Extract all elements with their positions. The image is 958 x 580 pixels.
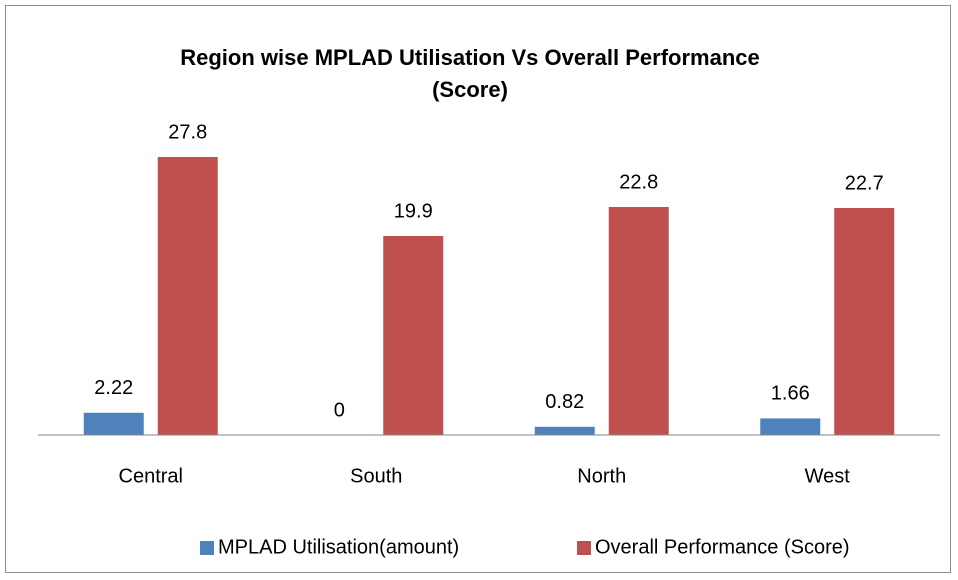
bar (157, 157, 218, 435)
bar (760, 418, 821, 435)
data-label: 0.82 (545, 391, 584, 413)
data-label: 22.8 (619, 171, 658, 193)
x-tick-label: South (350, 465, 402, 487)
bar (383, 236, 444, 435)
legend-label: Overall Performance (Score) (595, 536, 850, 558)
data-label: 27.8 (168, 121, 207, 143)
legend-label: MPLAD Utilisation(amount) (218, 536, 459, 558)
x-tick-label: Central (119, 465, 183, 487)
legend-swatch (200, 541, 214, 555)
data-label: 0 (334, 399, 345, 421)
bar (834, 208, 895, 435)
bar (83, 412, 144, 435)
legend-swatch (577, 541, 591, 555)
chart-frame (5, 5, 951, 573)
bar (534, 426, 595, 435)
chart-title: Region wise MPLAD Utilisation Vs Overall… (180, 45, 760, 102)
data-label: 19.9 (394, 200, 433, 222)
bar (608, 207, 669, 435)
x-tick-label: North (577, 465, 626, 487)
data-label: 22.7 (845, 172, 884, 194)
data-label: 2.22 (94, 377, 133, 399)
data-label: 1.66 (771, 383, 810, 405)
x-tick-label: West (805, 465, 851, 487)
